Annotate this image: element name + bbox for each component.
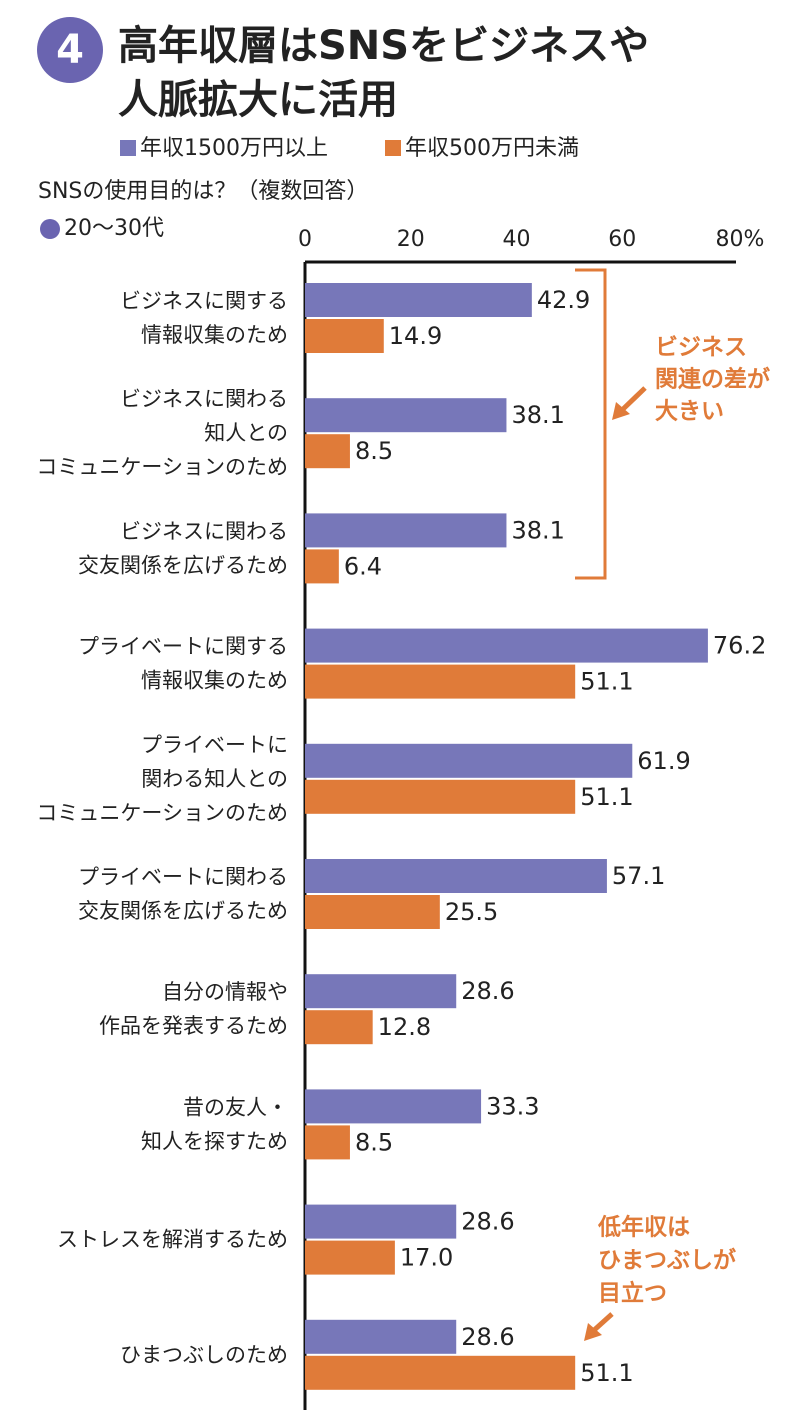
- subtitle: SNSの使用目的は？（複数回答）: [38, 179, 368, 204]
- category-label: コミュニケーションのため: [36, 455, 288, 479]
- legend-swatch: [385, 140, 401, 156]
- bar: [305, 434, 350, 469]
- category-label: コミュニケーションのため: [36, 801, 288, 825]
- bar: [305, 283, 532, 317]
- category-label: ひまつぶしのため: [120, 1343, 288, 1367]
- value-label: 6.4: [344, 552, 382, 580]
- bar: [305, 513, 507, 548]
- legend-swatch: [120, 140, 136, 156]
- bar: [305, 319, 384, 353]
- bar: [305, 895, 440, 929]
- bar: [305, 628, 708, 663]
- annotation: 関連の差が: [655, 366, 770, 393]
- value-label: 51.1: [580, 668, 633, 696]
- x-tick-label: 40: [503, 227, 531, 252]
- value-label: 28.6: [461, 1208, 514, 1236]
- bracket: [575, 268, 607, 580]
- value-label: 8.5: [355, 437, 393, 465]
- value-label: 28.6: [461, 1323, 514, 1351]
- x-tick-label: 60: [608, 227, 636, 252]
- bar: [305, 398, 507, 433]
- chart-title: 高年収層はSNSをビジネスや: [118, 23, 649, 69]
- annotation: ビジネス: [655, 335, 747, 361]
- bar: [305, 779, 576, 814]
- annotation: ひまつぶしが: [598, 1247, 736, 1274]
- x-tick-label: 80%: [716, 227, 765, 252]
- category-label: 作品を発表するため: [99, 1014, 288, 1038]
- bar: [305, 664, 576, 699]
- legend-label: 年収500万円未満: [405, 136, 579, 161]
- category-label: 知人を探すため: [141, 1129, 288, 1153]
- bar: [305, 1089, 482, 1124]
- value-label: 25.5: [445, 898, 498, 926]
- value-label: 51.1: [580, 783, 633, 811]
- value-label: 61.9: [637, 747, 690, 775]
- bar: [305, 1355, 576, 1390]
- value-label: 38.1: [511, 401, 564, 429]
- bar: [305, 743, 633, 778]
- annotation: 低年収は: [597, 1214, 690, 1241]
- bar: [305, 974, 457, 1009]
- value-label: 8.5: [355, 1128, 393, 1156]
- value-label: 17.0: [400, 1244, 453, 1272]
- arrow-head: [612, 402, 630, 420]
- value-label: 42.9: [537, 286, 590, 314]
- value-label: 57.1: [612, 862, 665, 890]
- annotation: 大きい: [655, 399, 724, 425]
- category-label: ストレスを解消するため: [57, 1228, 288, 1252]
- value-label: 33.3: [486, 1092, 539, 1120]
- category-label: 情報収集のため: [141, 323, 288, 347]
- category-label: プライベートに関わる: [78, 865, 288, 889]
- arrow: [618, 386, 647, 414]
- legend-label: 年収1500万円以上: [140, 136, 328, 161]
- category-label: プライベートに: [141, 733, 288, 757]
- category-label: ビジネスに関わる: [120, 519, 288, 543]
- value-label: 28.6: [461, 977, 514, 1005]
- annotation: 目立つ: [598, 1280, 667, 1307]
- category-label: 知人との: [204, 421, 288, 445]
- category-label: 昔の友人・: [183, 1095, 288, 1119]
- category-label: 自分の情報や: [162, 980, 288, 1004]
- category-label: ビジネスに関わる: [120, 387, 288, 411]
- note: 20〜30代: [64, 216, 164, 241]
- bar: [305, 1125, 350, 1160]
- value-label: 76.2: [713, 632, 766, 660]
- x-tick-label: 0: [298, 227, 312, 252]
- x-tick-label: 20: [397, 227, 425, 252]
- bar: [305, 1240, 395, 1275]
- category-label: 関わる知人との: [141, 767, 288, 791]
- arrow-head: [584, 1323, 602, 1341]
- badge: 4: [56, 27, 84, 73]
- chart-title: 人脈拡大に活用: [118, 77, 398, 123]
- category-label: プライベートに関する: [78, 635, 288, 659]
- bar: [305, 1010, 373, 1045]
- badge-circle: [37, 17, 103, 83]
- bar: [305, 1319, 457, 1354]
- note-dot: [40, 219, 60, 239]
- value-label: 38.1: [511, 516, 564, 544]
- bar: [305, 549, 339, 584]
- category-label: ビジネスに関する: [120, 289, 288, 313]
- category-label: 情報収集のため: [141, 669, 288, 693]
- category-label: 交友関係を広げるため: [78, 553, 288, 577]
- value-label: 12.8: [378, 1013, 431, 1041]
- value-label: 14.9: [389, 322, 442, 350]
- value-label: 51.1: [580, 1359, 633, 1387]
- bar: [305, 1204, 457, 1239]
- arrow: [590, 1312, 614, 1334]
- category-label: 交友関係を広げるため: [78, 899, 288, 923]
- bar: [305, 859, 607, 893]
